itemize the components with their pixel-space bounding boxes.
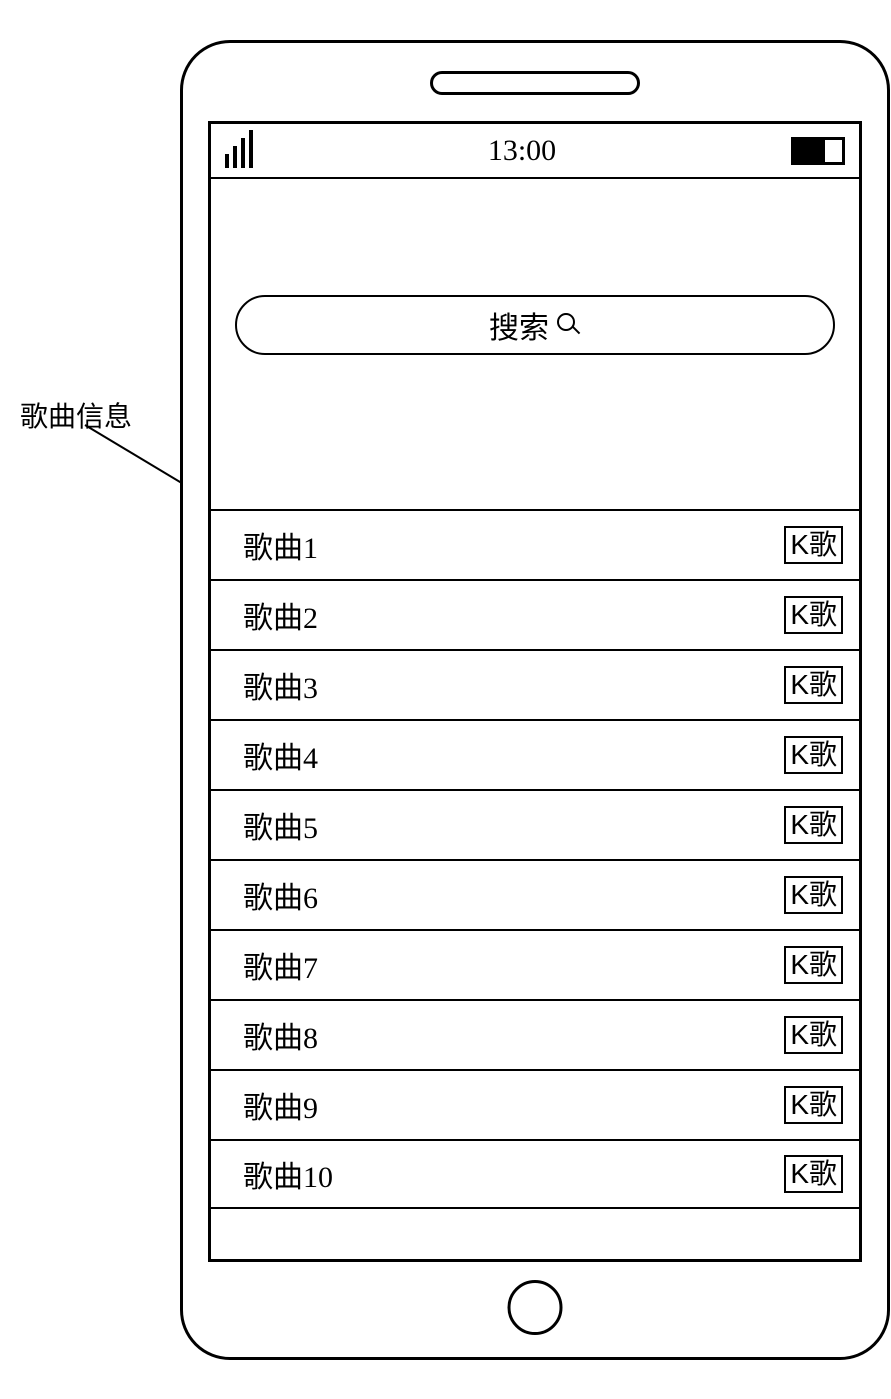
annotation-label: 歌曲信息	[20, 395, 132, 435]
karaoke-button[interactable]: K歌	[784, 946, 843, 984]
song-name: 歌曲10	[243, 1152, 333, 1196]
karaoke-button[interactable]: K歌	[784, 1086, 843, 1124]
song-name: 歌曲6	[243, 873, 318, 917]
karaoke-button[interactable]: K歌	[784, 876, 843, 914]
list-item[interactable]: 歌曲10 K歌	[211, 1139, 859, 1209]
search-placeholder: 搜索	[489, 303, 549, 347]
karaoke-button[interactable]: K歌	[784, 526, 843, 564]
karaoke-button[interactable]: K歌	[784, 1155, 843, 1193]
status-time: 13:00	[488, 134, 556, 168]
song-name: 歌曲3	[243, 663, 318, 707]
list-item[interactable]: 歌曲1 K歌	[211, 509, 859, 579]
search-section: 搜索	[211, 179, 859, 509]
list-item[interactable]: 歌曲2 K歌	[211, 579, 859, 649]
status-bar: 13:00	[211, 124, 859, 179]
battery-icon	[791, 137, 845, 165]
search-icon	[557, 313, 581, 337]
karaoke-button[interactable]: K歌	[784, 666, 843, 704]
list-item[interactable]: 歌曲4 K歌	[211, 719, 859, 789]
search-input[interactable]: 搜索	[235, 295, 835, 355]
karaoke-button[interactable]: K歌	[784, 736, 843, 774]
karaoke-button[interactable]: K歌	[784, 806, 843, 844]
list-item[interactable]: 歌曲7 K歌	[211, 929, 859, 999]
song-name: 歌曲2	[243, 593, 318, 637]
karaoke-button[interactable]: K歌	[784, 1016, 843, 1054]
song-name: 歌曲1	[243, 523, 318, 567]
song-list: 歌曲1 K歌 歌曲2 K歌 歌曲3 K歌 歌曲4 K歌 歌曲5 K歌	[211, 509, 859, 1259]
song-name: 歌曲4	[243, 733, 318, 777]
list-item[interactable]: 歌曲6 K歌	[211, 859, 859, 929]
karaoke-button[interactable]: K歌	[784, 596, 843, 634]
list-item[interactable]: 歌曲8 K歌	[211, 999, 859, 1069]
phone-speaker	[430, 71, 640, 95]
signal-icon	[225, 134, 253, 168]
list-item[interactable]: 歌曲3 K歌	[211, 649, 859, 719]
phone-frame: 13:00 搜索 歌曲1 K歌 歌曲2 K歌 歌曲3	[180, 40, 890, 1360]
song-name: 歌曲8	[243, 1013, 318, 1057]
list-item[interactable]: 歌曲5 K歌	[211, 789, 859, 859]
phone-screen: 13:00 搜索 歌曲1 K歌 歌曲2 K歌 歌曲3	[208, 121, 862, 1262]
song-name: 歌曲9	[243, 1083, 318, 1127]
home-button[interactable]	[508, 1280, 563, 1335]
song-name: 歌曲5	[243, 803, 318, 847]
song-name: 歌曲7	[243, 943, 318, 987]
list-item[interactable]: 歌曲9 K歌	[211, 1069, 859, 1139]
